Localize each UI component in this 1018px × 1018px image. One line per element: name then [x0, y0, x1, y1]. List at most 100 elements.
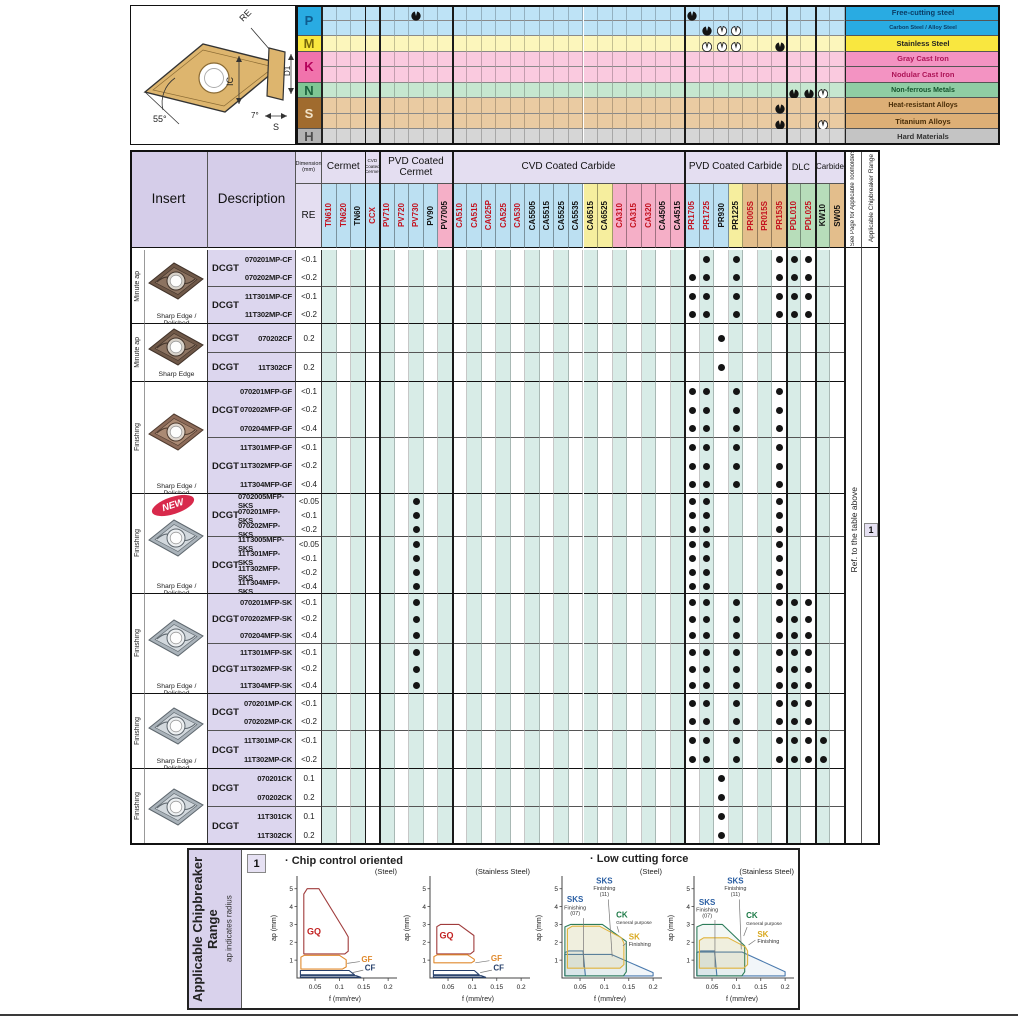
- re-value: <0.2: [301, 310, 317, 320]
- recommendation-dot: [688, 311, 696, 319]
- grade-stripe: [641, 644, 657, 694]
- grade-stripe: [568, 694, 584, 731]
- recommendation-dot: [703, 569, 711, 577]
- grade-stripe: [452, 382, 468, 438]
- material-group-border: [364, 5, 367, 145]
- material-cell: [612, 67, 628, 83]
- page-bottom-rule: [0, 1014, 1018, 1016]
- material-cell: [496, 67, 511, 83]
- region-label: General purpose: [616, 920, 652, 926]
- material-cell: [423, 98, 439, 114]
- order-number: 11T304MFP-SK: [239, 681, 292, 691]
- grade-stripe: [409, 324, 424, 353]
- grade-stripe: [612, 731, 628, 769]
- material-cell: [525, 67, 540, 83]
- recommendation-dot: [732, 443, 740, 451]
- grade-stripe: [336, 353, 352, 382]
- grade-stripe: [539, 382, 555, 438]
- grade-stripe: [699, 694, 715, 731]
- insert-prefix: DCGT: [212, 510, 239, 521]
- material-cell: [815, 5, 831, 21]
- grade-stripe: [627, 324, 642, 353]
- first-choice-mark: [789, 88, 799, 99]
- order-number: 070202CF: [258, 334, 292, 343]
- grade-stripe: [598, 494, 613, 537]
- grade-stripe: [380, 494, 395, 537]
- region-label: Finishing: [629, 942, 651, 948]
- grade-stripe: [815, 594, 831, 644]
- grade-stripe: [322, 537, 337, 594]
- grade-stripe: [481, 594, 497, 644]
- recommendation-dot: [790, 615, 798, 623]
- re-value: <0.2: [301, 568, 317, 578]
- recommendation-dot: [703, 682, 711, 690]
- material-mark-KW10: [818, 86, 829, 99]
- material-cell: [510, 67, 526, 83]
- group-side-label: Finishing: [130, 594, 145, 694]
- grade-group-border: [364, 150, 367, 845]
- second-choice-mark: [818, 88, 829, 99]
- grade-stripe: [714, 594, 729, 644]
- material-cell: [423, 113, 439, 130]
- recommendation-dot: [703, 583, 711, 591]
- region-GQ: [436, 923, 475, 955]
- material-cell: [786, 20, 802, 37]
- header-insert: Insert: [130, 150, 208, 248]
- region-label: CK: [746, 911, 758, 920]
- grade-stripe: [627, 731, 642, 769]
- header-grade-PR005S: PR005S: [743, 184, 758, 248]
- material-mark-PR1535: [774, 39, 785, 52]
- recommendation-dot: [776, 632, 784, 640]
- material-cell: [685, 67, 700, 83]
- recommendation-dot: [776, 526, 784, 534]
- grade-stripe: [598, 731, 613, 769]
- material-cell: [394, 67, 410, 83]
- recommendation-dot: [688, 425, 696, 433]
- grade-stripe: [423, 324, 439, 353]
- grade-stripe: [394, 644, 410, 694]
- recommendation-dot: [790, 292, 798, 300]
- material-cell: [467, 20, 482, 37]
- recommendation-dot: [790, 682, 798, 690]
- material-cell: [394, 20, 410, 37]
- grade-stripe: [554, 537, 569, 594]
- re-value: <0.1: [301, 386, 317, 396]
- grade-stripe: [322, 494, 337, 537]
- recommendation-dot: [688, 443, 696, 451]
- material-cell: [598, 67, 613, 83]
- grade-stripe: [452, 537, 468, 594]
- grade-stripe: [699, 769, 715, 807]
- material-cell: [409, 67, 424, 83]
- material-cell: [496, 51, 511, 68]
- recommendation-dot: [703, 526, 711, 534]
- header-grade-CA5535: CA5535: [568, 184, 584, 248]
- re-cell: [296, 807, 322, 845]
- recommendation-dot: [776, 718, 784, 726]
- grade-stripe: [380, 594, 395, 644]
- grade-stripe: [322, 382, 337, 438]
- grade-stripe: [641, 324, 657, 353]
- grade-stripe: [641, 287, 657, 324]
- recommendation-dot: [732, 598, 740, 606]
- svg-text:f (mm/rev): f (mm/rev): [462, 996, 494, 1003]
- recommendation-dot: [703, 554, 711, 562]
- svg-text:f (mm/rev): f (mm/rev): [726, 996, 758, 1003]
- grade-stripe: [510, 731, 526, 769]
- region-label: SK: [757, 930, 768, 939]
- region-GF: [433, 954, 475, 964]
- re-value: <0.4: [301, 424, 317, 434]
- material-cell: [728, 98, 744, 114]
- recommendation-dot: [703, 598, 711, 606]
- grade-stripe: [452, 644, 468, 694]
- grade-stripe: [380, 287, 395, 324]
- grade-stripe: [714, 250, 729, 287]
- material-cell: [627, 67, 642, 83]
- recommendation-dot: [732, 387, 740, 395]
- grade-stripe: [452, 324, 468, 353]
- material-cell: [627, 51, 642, 68]
- insert-image: [147, 703, 205, 749]
- header-grade-PR1725: PR1725: [699, 184, 715, 248]
- recommendation-dot: [703, 632, 711, 640]
- grade-stripe: [510, 353, 526, 382]
- chipbreaker-ref-number: 1: [247, 854, 266, 873]
